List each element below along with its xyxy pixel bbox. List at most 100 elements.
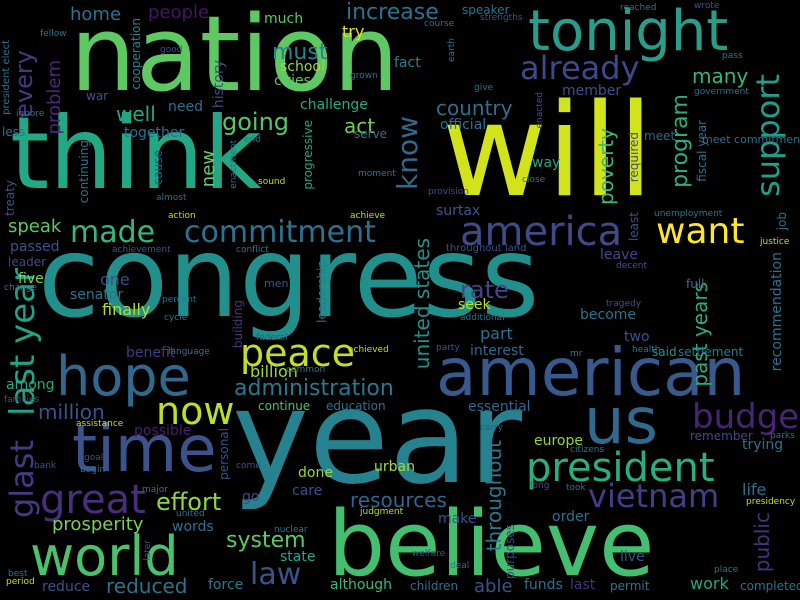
word-percent: percent xyxy=(162,295,197,305)
word-grown: grown xyxy=(350,71,378,81)
word-additional: additional xyxy=(460,313,505,323)
word-mr: mr xyxy=(570,349,583,359)
word-become: become xyxy=(580,307,637,323)
word-going: going xyxy=(222,108,290,136)
word-hope: hope xyxy=(56,345,191,408)
word-official: official xyxy=(440,117,487,133)
word-live: live xyxy=(620,549,645,565)
word-end: end xyxy=(244,135,261,145)
word-nuclear: nuclear xyxy=(274,525,308,535)
word-fact: fact xyxy=(394,55,421,71)
word-budget: budget xyxy=(692,397,800,437)
word-many: many xyxy=(692,64,749,88)
word-much: much xyxy=(264,11,304,27)
word-health: health xyxy=(632,345,661,355)
word-prosperity: prosperity xyxy=(52,514,144,535)
word-leave: leave xyxy=(600,247,638,263)
word-cities: cities xyxy=(274,73,311,89)
word-war: war xyxy=(86,89,109,103)
word-assistance: assistance xyxy=(76,419,124,429)
word-try: try xyxy=(342,22,365,41)
word-world: world xyxy=(30,525,179,588)
word-tonight: tonight xyxy=(528,0,729,64)
word-finally: finally xyxy=(102,300,151,319)
word-families: families xyxy=(4,395,40,405)
word-billion: billion xyxy=(250,362,298,381)
word-leadership: leadership xyxy=(315,260,329,323)
word-provision: provision xyxy=(428,187,469,197)
word-progressive: progressive xyxy=(301,120,315,190)
word-problem: problem xyxy=(44,60,65,135)
word-words: words xyxy=(172,519,214,535)
word-home: home xyxy=(70,4,122,25)
word-rate: rate xyxy=(460,276,509,304)
word-close: close xyxy=(522,175,546,185)
word-care: care xyxy=(292,483,323,499)
word-cause: cause xyxy=(151,150,165,186)
word-million: million xyxy=(38,400,105,424)
word-member: member xyxy=(562,83,622,99)
word-conflict: conflict xyxy=(236,245,269,255)
word-interest: interest xyxy=(470,343,524,359)
word-long: long xyxy=(530,481,550,491)
word-increase: increase xyxy=(346,0,439,25)
word-less: less xyxy=(2,125,26,139)
word-effort: effort xyxy=(156,488,222,516)
word-work: work xyxy=(690,574,729,593)
word-commitment: commitment xyxy=(184,215,376,250)
word-speaker: speaker xyxy=(462,3,510,17)
word-united: united xyxy=(176,509,205,519)
word-remember: remember xyxy=(690,429,753,443)
word-urban: urban xyxy=(374,459,415,475)
word-now: now xyxy=(156,389,235,433)
word-among: among xyxy=(6,377,55,393)
word-men: men xyxy=(264,277,289,290)
word-almost: almost xyxy=(156,193,187,203)
word-goal: goal xyxy=(84,453,104,463)
word-full: full xyxy=(686,277,705,291)
word-federal: federal xyxy=(256,333,288,343)
word-language: language xyxy=(168,347,210,357)
word-job: job xyxy=(775,212,789,231)
word-speak: speak xyxy=(8,216,62,237)
word-reduce: reduce xyxy=(42,579,91,595)
word-act: act xyxy=(344,114,376,138)
word-president-elect: president elect xyxy=(1,40,12,115)
word-time: time xyxy=(72,413,217,487)
word-reduced: reduced xyxy=(106,574,188,598)
word-wrote: wrote xyxy=(694,1,720,11)
word-go: go xyxy=(242,489,260,505)
word-purposes: purposes xyxy=(503,524,517,580)
word-fellow: fellow xyxy=(40,29,67,39)
word-government: government xyxy=(694,87,749,97)
word-enactment: enactment xyxy=(229,140,239,189)
word-know: know xyxy=(391,116,424,190)
word-place: place xyxy=(714,565,739,575)
word-part: part xyxy=(480,324,513,343)
word-reached: reached xyxy=(620,3,657,13)
word-major: major xyxy=(142,485,168,495)
word-year: year xyxy=(232,361,523,513)
word-challenge: challenge xyxy=(300,97,368,113)
word-peace: peace xyxy=(240,331,356,375)
word-leader: leader xyxy=(8,255,47,269)
word-one: one xyxy=(100,270,130,289)
word-parks: parks xyxy=(770,431,795,441)
word-must: must xyxy=(272,40,328,65)
word-took: took xyxy=(566,483,586,493)
word-least: least xyxy=(627,212,641,242)
word-meet-commitments: meet commitments xyxy=(702,133,800,146)
word-united-states: united states xyxy=(410,238,434,370)
word-administration: administration xyxy=(234,376,394,401)
word-way: way xyxy=(532,155,561,171)
word-cooperation: cooperation xyxy=(129,18,143,90)
word-funds: funds xyxy=(524,577,563,593)
word-achieve: achieve xyxy=(350,211,386,221)
word-school: school xyxy=(280,59,325,75)
word-essential: essential xyxy=(468,399,531,415)
word-past-years: past years xyxy=(688,282,712,387)
word-done: done xyxy=(298,465,333,481)
word-congress: congress xyxy=(38,213,540,343)
word-country: country xyxy=(436,96,513,120)
